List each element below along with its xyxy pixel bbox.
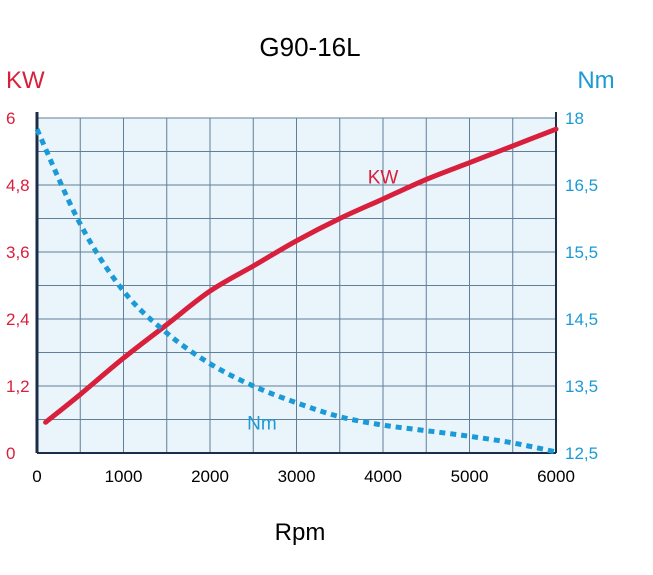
x-tick-label: 3000 <box>278 467 316 486</box>
y-left-tick-label: 2,4 <box>6 310 30 329</box>
y-left-tick-label: 0 <box>6 444 15 463</box>
x-tick-label: 6000 <box>537 467 575 486</box>
y-right-tick-label: 12,5 <box>565 444 598 463</box>
x-tick-label: 0 <box>32 467 41 486</box>
grid <box>36 117 557 454</box>
series-label-nm: Nm <box>247 413 277 434</box>
y-axis-right-unit: Nm <box>577 67 614 94</box>
y-axis-left-unit: KW <box>6 67 45 94</box>
y-left-tick-label: 1,2 <box>6 377 30 396</box>
y-left-tick-label: 3,6 <box>6 243 30 262</box>
chart-title: G90-16L <box>259 32 360 62</box>
y-right-tick-label: 14,5 <box>565 310 598 329</box>
x-tick-label: 2000 <box>191 467 229 486</box>
y-right-tick-label: 15,5 <box>565 243 598 262</box>
tick-labels: 0 1000 2000 3000 4000 5000 6000 0 1,2 2,4 3,6 4,8 6 1… <box>6 109 598 486</box>
y-right-tick-label: 13,5 <box>565 377 598 396</box>
x-tick-label: 1000 <box>105 467 143 486</box>
series-label-kw: KW <box>368 168 399 189</box>
y-right-tick-label: 16,5 <box>565 176 598 195</box>
series-line-kw <box>43 126 559 425</box>
x-tick-label: 4000 <box>364 467 402 486</box>
series-lines: KW Nm <box>34 126 559 455</box>
y-left-tick-label: 6 <box>6 109 15 128</box>
y-right-tick-label: 18 <box>565 109 584 128</box>
axes <box>35 112 557 454</box>
series-line-nm <box>34 128 557 455</box>
y-left-tick-label: 4,8 <box>6 176 30 195</box>
x-axis-label: Rpm <box>275 519 326 546</box>
x-tick-label: 5000 <box>451 467 489 486</box>
